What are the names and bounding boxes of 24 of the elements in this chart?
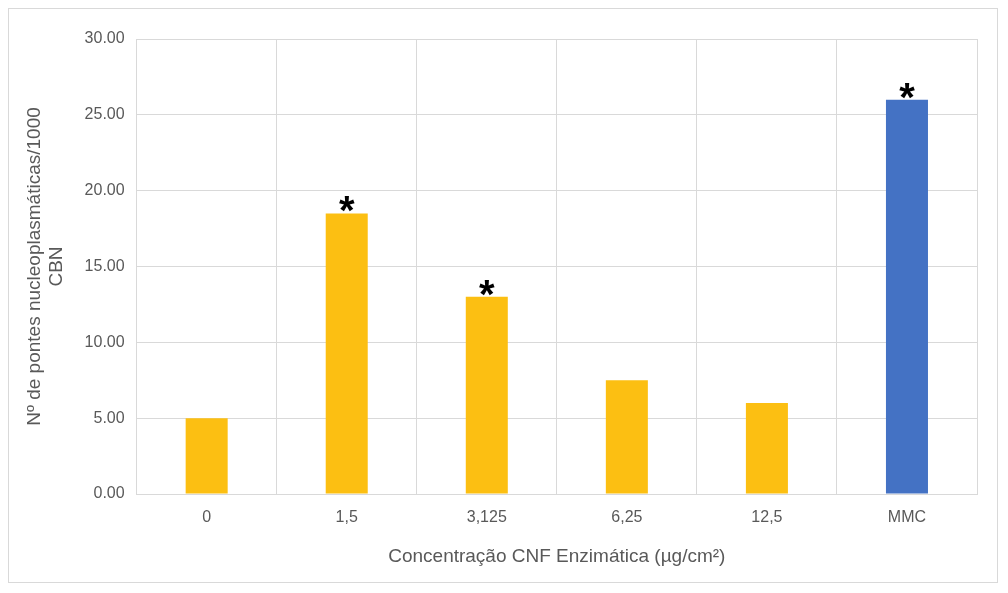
y-tick-label: 25.00 bbox=[84, 105, 125, 123]
x-tick-label: 12,5 bbox=[751, 508, 783, 526]
y-axis-title: Nº de pontes nucleoplasmáticas/1000 CBN bbox=[22, 107, 67, 426]
annotation: * bbox=[338, 188, 355, 233]
annotation: * bbox=[899, 74, 916, 119]
y-tick-label: 5.00 bbox=[93, 408, 125, 426]
x-tick-label: MMC bbox=[887, 508, 927, 526]
bar bbox=[605, 380, 648, 494]
x-tick-label: 1,5 bbox=[335, 508, 358, 526]
bar bbox=[885, 99, 928, 494]
annotation: * bbox=[479, 271, 495, 316]
x-tick-label: 0 bbox=[202, 508, 212, 526]
bar bbox=[325, 213, 368, 494]
x-tick-label: 3,125 bbox=[466, 508, 507, 526]
bar bbox=[745, 403, 788, 494]
y-tick-label: 15.00 bbox=[84, 256, 125, 274]
y-tick-label: 20.00 bbox=[84, 181, 125, 199]
x-tick-label: 6,25 bbox=[611, 508, 643, 526]
y-tick-label: 0.00 bbox=[93, 484, 125, 502]
y-tick-label: 30.00 bbox=[84, 29, 125, 47]
bar bbox=[185, 418, 228, 494]
y-tick-label: 10.00 bbox=[84, 332, 125, 350]
x-axis-title: Concentração CNF Enzimática (µg/cm²) bbox=[388, 544, 726, 566]
bar bbox=[465, 296, 508, 494]
